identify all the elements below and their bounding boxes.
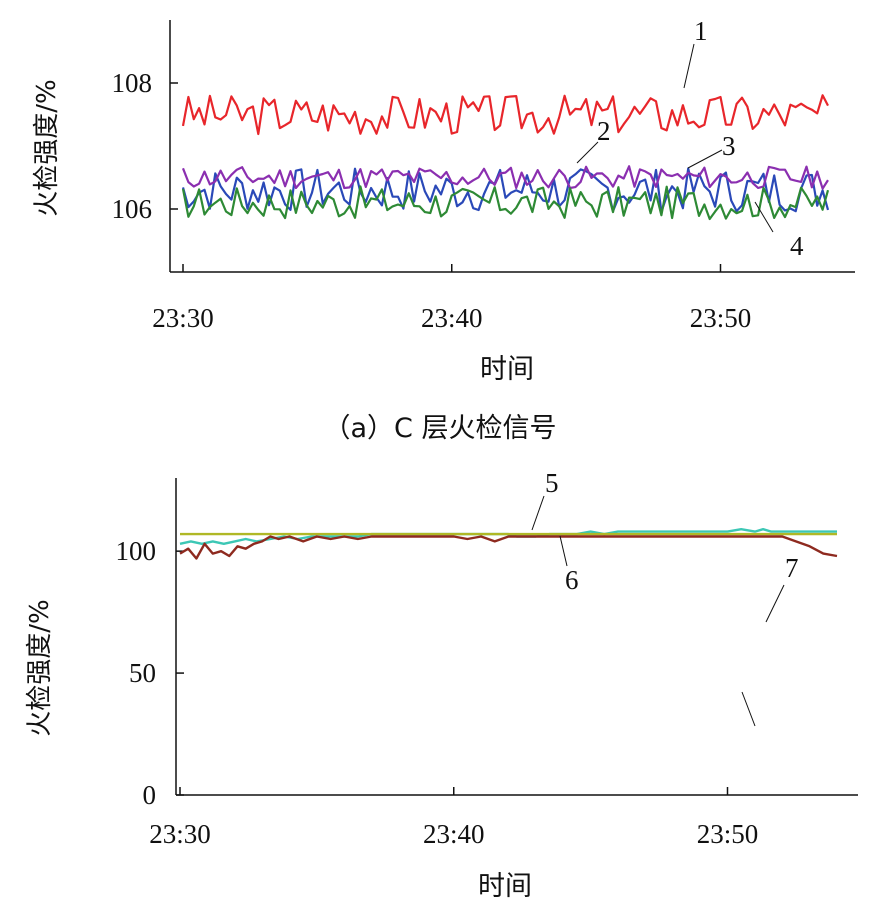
- panel-a-x-axis-label: 时间: [480, 354, 534, 385]
- callout-2-label: 2: [597, 116, 611, 146]
- callout-7-label: 7: [785, 553, 799, 583]
- callout-4-label: 4: [790, 231, 804, 261]
- callout-5-label: 5: [545, 468, 559, 498]
- callout-1-leader: [683, 43, 695, 89]
- callout-4-leader: [754, 201, 774, 233]
- panel-b: 0 50 100 23:30 23:40 23:50 火检强度/% 时间 5 6 7: [25, 468, 858, 902]
- series-line-3: [181, 165, 829, 190]
- panel-a-caption: （a）C 层火检信号: [324, 413, 557, 444]
- x-tick-label: 23:50: [690, 303, 752, 333]
- panel-b-x-axis-label: 时间: [478, 871, 532, 902]
- y-tick-label: 50: [129, 658, 156, 688]
- y-tick-label: 0: [143, 780, 157, 810]
- panel-a-y-axis-label: 火检强度/%: [32, 79, 62, 216]
- panel-a-x-ticks: 23:30 23:40 23:50: [152, 264, 751, 333]
- callout-7-leader: [765, 584, 785, 623]
- x-tick-label: 23:40: [421, 303, 483, 333]
- x-tick-label: 23:30: [149, 819, 211, 849]
- callout-3-leader: [687, 149, 723, 169]
- y-tick-label: 106: [112, 194, 153, 224]
- y-tick-label: 100: [116, 536, 157, 566]
- callout-5-leader: [531, 495, 545, 531]
- series-line-1: [181, 94, 829, 136]
- panel-a: 106 108 23:30 23:40 23:50 火检强度/% 时间 1 2 3 4…: [32, 16, 855, 444]
- callout-1-label: 1: [694, 16, 708, 46]
- y-tick-label: 108: [112, 68, 153, 98]
- x-tick-label: 23:30: [152, 303, 214, 333]
- callout-8-leader: [741, 691, 756, 727]
- panel-b-y-axis-label: 火检强度/%: [25, 599, 55, 736]
- panel-a-callouts: 1 2 3 4: [576, 16, 804, 261]
- panel-b-callouts: 5 6 7: [531, 468, 799, 727]
- series-line-4: [181, 185, 830, 221]
- callout-6-leader: [559, 535, 568, 567]
- panel-b-x-ticks: 23:30 23:40 23:50: [149, 787, 758, 849]
- series-line-7: [179, 535, 838, 560]
- x-tick-label: 23:40: [423, 819, 485, 849]
- callout-6-label: 6: [565, 565, 579, 595]
- panel-b-y-ticks: 0 50 100: [116, 536, 184, 810]
- callout-2-leader: [576, 141, 599, 164]
- panel-b-series: [179, 528, 838, 560]
- panel-a-y-ticks: 106 108: [112, 68, 178, 224]
- series-line-2: [181, 167, 830, 213]
- panel-a-series: [181, 94, 830, 221]
- x-tick-label: 23:50: [697, 819, 759, 849]
- callout-3-label: 3: [722, 131, 736, 161]
